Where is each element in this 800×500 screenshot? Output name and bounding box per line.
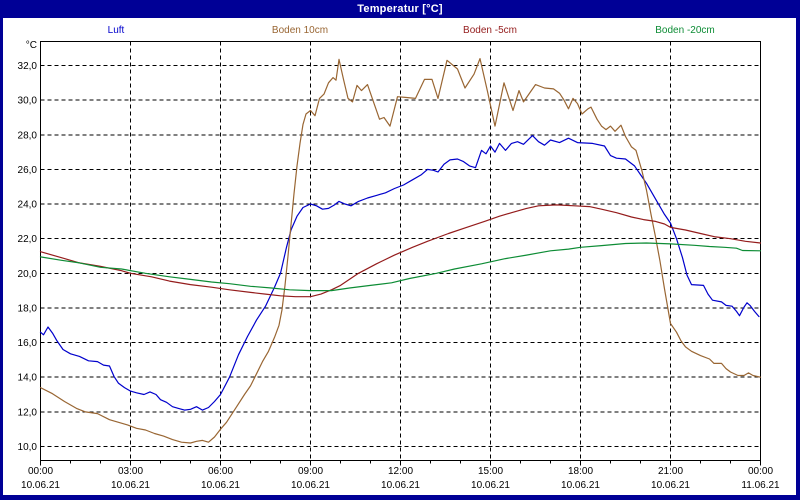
svg-text:11.06.21: 11.06.21 [741, 480, 780, 491]
svg-text:12:00: 12:00 [388, 466, 413, 477]
svg-text:10.06.21: 10.06.21 [201, 480, 240, 491]
svg-text:18:00: 18:00 [568, 466, 593, 477]
svg-text:00:00: 00:00 [28, 466, 53, 477]
svg-text:10.06.21: 10.06.21 [111, 480, 150, 491]
svg-text:20,0: 20,0 [18, 269, 38, 280]
svg-text:16,0: 16,0 [18, 338, 38, 349]
x-axis-time-labels: 00:00 03:00 06:00 09:00 12:00 15:00 18:00 21:00… [28, 466, 773, 477]
svg-text:14,0: 14,0 [18, 373, 38, 384]
svg-text:10.06.21: 10.06.21 [21, 480, 60, 491]
svg-text:10.06.21: 10.06.21 [381, 480, 420, 491]
svg-text:10.06.21: 10.06.21 [561, 480, 600, 491]
svg-text:10.06.21: 10.06.21 [471, 480, 510, 491]
svg-text:26,0: 26,0 [18, 165, 38, 176]
window-title-bar[interactable]: Temperatur [°C] [0, 0, 800, 18]
svg-text:32,0: 32,0 [18, 61, 38, 72]
y-axis-unit-label: °C [26, 40, 37, 51]
legend-item-boden-10cm: Boden 10cm [271, 25, 329, 36]
window-border-bottom [0, 495, 800, 500]
grid-vertical [130, 41, 671, 461]
plot-border [40, 41, 761, 461]
x-axis-ticks [40, 460, 761, 466]
svg-text:24,0: 24,0 [18, 200, 38, 211]
window-border-right [796, 18, 800, 500]
series-line-boden-20cm [39, 242, 762, 292]
svg-text:10,0: 10,0 [18, 442, 38, 453]
svg-text:09:00: 09:00 [298, 466, 323, 477]
svg-text:12,0: 12,0 [18, 407, 38, 418]
svg-text:10.06.21: 10.06.21 [651, 480, 690, 491]
legend-item-luft: Luft [107, 25, 125, 36]
svg-text:22,0: 22,0 [18, 234, 38, 245]
series-line-boden-5cm [39, 204, 762, 298]
svg-text:18,0: 18,0 [18, 303, 38, 314]
grid-horizontal [40, 65, 761, 447]
svg-text:10.06.21: 10.06.21 [291, 480, 330, 491]
legend-item-boden-20cm: Boden -20cm [655, 25, 715, 36]
window-border-left [0, 18, 3, 500]
svg-text:03:00: 03:00 [118, 466, 143, 477]
window-title: Temperatur [°C] [357, 3, 443, 15]
y-axis-labels: 32,0 30,0 28,0 26,0 24,0 22,0 20,0 18,0 16,0 14,0… [18, 61, 38, 453]
svg-text:°C: °C [26, 40, 37, 51]
svg-text:06:00: 06:00 [208, 466, 233, 477]
legend-item-boden-5cm: Boden -5cm [463, 25, 517, 36]
svg-text:15:00: 15:00 [478, 466, 503, 477]
series-line-boden-10cm [39, 57, 762, 444]
svg-text:30,0: 30,0 [18, 96, 38, 107]
svg-text:00:00: 00:00 [748, 466, 773, 477]
svg-text:28,0: 28,0 [18, 130, 38, 141]
series-line-luft [39, 135, 760, 411]
x-axis-date-labels: 10.06.21 10.06.21 10.06.21 10.06.21 10.06.21… [21, 480, 780, 491]
svg-text:21:00: 21:00 [658, 466, 683, 477]
